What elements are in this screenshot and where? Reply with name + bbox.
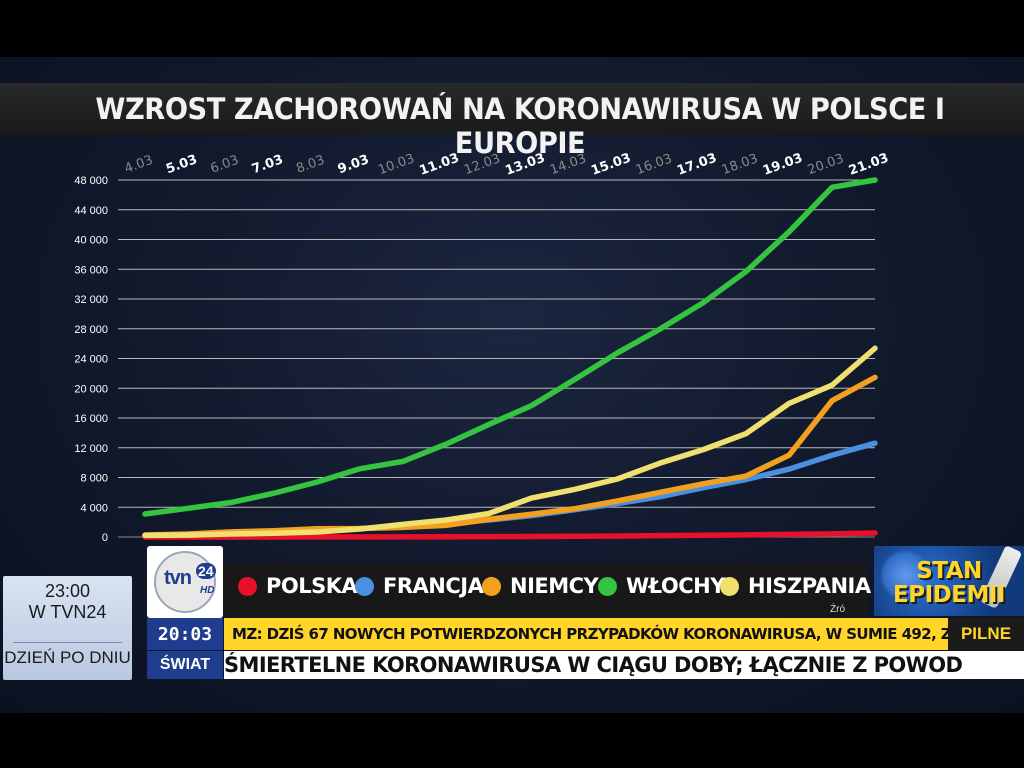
- y-tick-label: 4 000: [80, 502, 108, 514]
- x-tick-label: 20.03: [806, 151, 846, 178]
- legend-dot-icon: [598, 576, 617, 596]
- legend-item-francja: FRANCJA: [355, 573, 484, 599]
- y-tick-label: 36 000: [74, 264, 108, 276]
- line-chart: 0 4 000 8 000 12 000 16 000 20 000 24 000 28 00…: [74, 151, 891, 544]
- y-tick-label: 24 000: [74, 354, 108, 366]
- legend-dot-icon: [720, 576, 739, 596]
- clock: 20:03: [147, 618, 223, 650]
- x-tick-label: 12.03: [462, 151, 502, 178]
- y-tick-label: 8 000: [80, 473, 108, 485]
- x-tick-label: 8.03: [294, 153, 326, 177]
- news-crawl-text: ŚMIERTELNE KORONAWIRUSA W CIĄGU DOBY; ŁĄ…: [224, 653, 963, 677]
- next-program-time: 23:00: [44, 581, 91, 601]
- next-program-channel: W TVN24: [28, 602, 107, 622]
- x-tick-labels: 4.03 5.03 6.03 7.03 8.03 9.03 10.03 11.03 12.03 1…: [123, 151, 891, 179]
- legend-label: NIEMCY: [510, 574, 599, 598]
- y-tick-label: 20 000: [74, 383, 108, 395]
- stan-epidemii-badge: STAN EPIDEMII: [874, 546, 1024, 616]
- x-tick-label: 11.03: [418, 151, 462, 179]
- tvn24-logo: tvn 24 HD: [147, 546, 223, 618]
- legend-item-hiszpania: HISZPANIA: [720, 573, 871, 599]
- x-tick-label: 10.03: [376, 151, 416, 178]
- series-layer: [142, 177, 878, 540]
- legend-bar: [147, 563, 867, 617]
- legend-item-polska: POLSKA: [238, 573, 358, 599]
- x-tick-label: 4.03: [123, 153, 155, 177]
- x-tick-label: 16.03: [634, 151, 674, 178]
- series-line-hiszpania: [142, 345, 878, 539]
- y-tick-label: 28 000: [74, 324, 108, 336]
- logo-tvn-text: tvn: [164, 567, 192, 589]
- y-tick-label: 32 000: [74, 294, 108, 306]
- badge-line1: STAN: [916, 558, 982, 584]
- x-tick-label: 9.03: [336, 152, 371, 177]
- y-tick-label: 16 000: [74, 413, 108, 425]
- legend-label: POLSKA: [266, 574, 358, 598]
- legend-dot-icon: [482, 576, 501, 596]
- y-tick-label: 44 000: [74, 205, 108, 217]
- source-label: Źró: [830, 604, 845, 615]
- x-tick-label: 14.03: [548, 151, 588, 178]
- x-tick-label: 17.03: [675, 151, 719, 179]
- x-tick-label: 13.03: [503, 151, 547, 179]
- logo-circle: tvn 24 HD: [154, 551, 216, 613]
- x-tick-label: 15.03: [589, 151, 633, 179]
- x-tick-label: 7.03: [250, 152, 285, 177]
- y-tick-label: 48 000: [74, 175, 108, 187]
- legend-item-niemcy: NIEMCY: [482, 573, 599, 599]
- virus-icon: [880, 550, 930, 600]
- next-program-box: 23:00 W TVN24 DZIEŃ PO DNIU: [3, 576, 132, 680]
- chart-title: WZROST ZACHOROWAŃ NA KORONAWIRUSA W POLS…: [95, 92, 945, 160]
- title-bar: [0, 83, 1024, 135]
- badge-line2: EPIDEMII: [893, 582, 1005, 608]
- news-crawl: ŚMIERTELNE KORONAWIRUSA W CIĄGU DOBY; ŁĄ…: [224, 651, 1024, 679]
- divider: [13, 642, 122, 643]
- headline-text: MZ: DZIŚ 67 NOWYCH POTWIERDZONYCH PRZYPA…: [232, 625, 948, 643]
- x-tick-label: 18.03: [720, 151, 760, 178]
- x-tick-label: 6.03: [209, 153, 241, 177]
- breaking-flag: PILNE: [948, 618, 1024, 650]
- x-tick-label: 21.03: [847, 151, 891, 179]
- y-tick-labels: 0 4 000 8 000 12 000 16 000 20 000 24 000 28 00…: [74, 175, 108, 544]
- logo-hd-text: HD: [200, 585, 215, 596]
- next-program-title: DZIEŃ PO DNIU: [4, 648, 131, 667]
- x-tick-label: 19.03: [761, 151, 805, 179]
- legend-label: HISZPANIA: [748, 574, 871, 598]
- legend-dot-icon: [238, 576, 257, 596]
- series-line-włochy: [142, 177, 878, 517]
- logo-24-text: 24: [196, 563, 216, 579]
- y-tick-label: 0: [102, 532, 108, 544]
- grid-layer: [118, 179, 875, 538]
- x-tick-label: 5.03: [164, 152, 199, 177]
- y-tick-label: 40 000: [74, 235, 108, 247]
- series-line-niemcy: [142, 374, 878, 538]
- headline-bar: MZ: DZIŚ 67 NOWYCH POTWIERDZONYCH PRZYPA…: [224, 618, 948, 650]
- legend-label: WŁOCHY: [626, 574, 725, 598]
- legend-dot-icon: [355, 576, 374, 596]
- y-tick-label: 12 000: [74, 443, 108, 455]
- series-line-francja: [142, 440, 878, 539]
- legend-item-wlochy: WŁOCHY: [598, 573, 725, 599]
- ticker-section-label: ŚWIAT: [147, 651, 223, 679]
- series-line-polska: [142, 530, 878, 540]
- legend-label: FRANCJA: [383, 574, 484, 598]
